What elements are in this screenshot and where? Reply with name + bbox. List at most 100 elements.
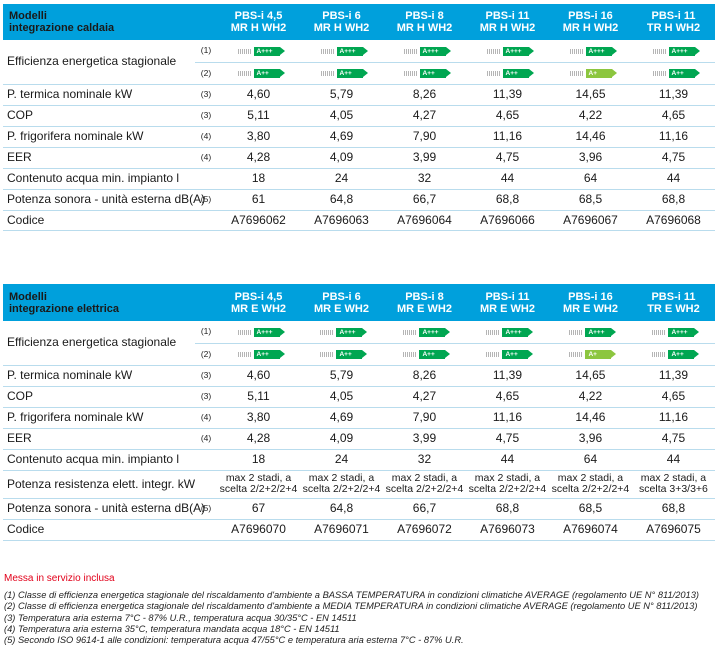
row-label: EER <box>3 428 195 450</box>
value-line-2: scelta 2/2+2/2+4 <box>551 483 630 495</box>
value-cell: 4,75 <box>632 147 715 169</box>
energy-scale-bars-icon <box>403 48 418 54</box>
energy-scale-bars-icon <box>486 351 501 357</box>
model-name-line-1: PBS-i 6 <box>322 290 361 303</box>
value-cell: 4,27 <box>383 105 466 127</box>
energy-scale-bars-icon <box>569 48 584 54</box>
energy-class-badge: A+++ <box>569 327 617 337</box>
model-header: PBS-i 8 MR E WH2 <box>382 284 466 321</box>
energy-class-cell: A++ <box>465 343 549 366</box>
model-name-line-1: PBS-i 11 <box>651 10 696 22</box>
row-label: Contenuto acqua min. impianto l <box>3 168 195 190</box>
energy-class-arrow-icon: A+++ <box>253 327 285 337</box>
value-line-2: scelta 2/2+2/2+4 <box>385 483 464 495</box>
model-name-line-2: MR E WH2 <box>479 302 535 315</box>
table-row: Potenza sonora - unità esterna dB(A) (5) 6… <box>3 498 715 520</box>
value-cell: A7696072 <box>382 519 466 541</box>
value-cell: 3,99 <box>383 147 466 169</box>
energy-class-cell: A+++ <box>548 321 632 344</box>
energy-class-arrow-icon: A+++ <box>668 46 700 56</box>
energy-class-cell: A++ <box>383 62 466 85</box>
energy-scale-bars-icon <box>486 70 501 76</box>
row-note <box>195 519 218 541</box>
header-label-line-2: integrazione elettrica <box>9 302 120 315</box>
row-label: P. termica nominale kW <box>3 84 195 106</box>
model-name-line-2: MR E WH2 <box>313 302 369 315</box>
efficiency-row: Efficienza energetica stagionale (1) A+++ A… <box>3 40 715 85</box>
energy-class-cell: A+++ <box>300 40 383 63</box>
value-cell: 14,65 <box>548 365 632 387</box>
value-cell: 4,60 <box>217 84 300 106</box>
row-label: EER <box>3 147 195 169</box>
energy-class-badge: A+ <box>569 349 617 359</box>
model-header: PBS-i 16 MR H WH2 <box>549 4 632 40</box>
value-cell: 68,5 <box>548 498 632 520</box>
row-label: Efficienza energetica stagionale <box>3 321 195 366</box>
row-label: P. frigorifera nominale kW <box>3 126 195 148</box>
header-label: Modelli integrazione caldaia <box>3 4 217 40</box>
value-cell: 3,96 <box>548 428 632 450</box>
model-header: PBS-i 11 MR H WH2 <box>466 4 549 40</box>
model-header: PBS-i 16 MR E WH2 <box>548 284 632 321</box>
table-row: P. termica nominale kW (3) 4,60 5,79 8,26 11,… <box>3 84 715 106</box>
value-line-2: scelta 2/2+2/2+4 <box>219 483 298 495</box>
energy-scale-bars-icon <box>652 70 667 76</box>
value-cell: 4,22 <box>548 386 632 408</box>
value-cell: max 2 stadi, a scelta 3+3/3+6 <box>631 470 715 499</box>
model-header: PBS-i 11 TR E WH2 <box>631 284 715 321</box>
value-line-1: max 2 stadi, a <box>391 472 458 484</box>
energy-class-cell: A+++ <box>632 40 715 63</box>
value-line-1: max 2 stadi, a <box>225 472 292 484</box>
energy-class-cell: A++ <box>217 343 300 366</box>
table-row: Codice A7696070 A7696071 A7696072 A7696073 A7… <box>3 519 715 541</box>
value-cell: 64 <box>548 449 632 471</box>
value-cell: 5,79 <box>300 365 383 387</box>
energy-class-cell: A+++ <box>631 321 715 344</box>
model-name-line-2: MR H WH2 <box>562 22 619 34</box>
footnote-4: (4) Temperatura aria esterna 35°C, tempe… <box>4 623 340 634</box>
model-header: PBS-i 11 MR E WH2 <box>465 284 549 321</box>
value-cell: 3,80 <box>217 407 300 429</box>
energy-class-arrow-icon: A+++ <box>419 327 451 337</box>
value-cell: 18 <box>217 168 300 190</box>
value-cell: 68,8 <box>632 189 715 211</box>
energy-class-badge: A+ <box>569 68 617 78</box>
value-cell: 68,5 <box>549 189 632 211</box>
value-line-1: max 2 stadi, a <box>640 472 707 484</box>
energy-class-badge: A+++ <box>486 327 534 337</box>
value-cell: 64,8 <box>300 498 383 520</box>
table-row: EER (4) 4,28 4,09 3,99 4,75 3,96 4,75 <box>3 428 715 450</box>
value-cell: 32 <box>383 168 466 190</box>
energy-class-arrow-icon: A++ <box>336 68 368 78</box>
value-cell: 8,26 <box>383 84 466 106</box>
value-cell: 5,11 <box>217 386 300 408</box>
energy-class-badge: A++ <box>320 68 368 78</box>
model-name-line-2: MR H WH2 <box>230 22 287 34</box>
table-row: COP (3) 5,11 4,05 4,27 4,65 4,22 4,65 <box>3 386 715 408</box>
energy-class-cell: A+++ <box>383 40 466 63</box>
row-note: (4) <box>195 407 218 429</box>
value-cell: 11,39 <box>465 365 549 387</box>
value-cell: 11,16 <box>465 407 549 429</box>
table-row: Potenza resistenza elett. integr. kW max … <box>3 470 715 499</box>
energy-class-cell: A++ <box>631 343 715 366</box>
energy-scale-bars-icon <box>652 351 667 357</box>
energy-class-cell: A+++ <box>549 40 632 63</box>
value-line-1: max 2 stadi, a <box>557 472 624 484</box>
energy-class-badge: A+++ <box>403 46 451 56</box>
energy-class-badge: A+++ <box>652 327 700 337</box>
value-cell: A7696064 <box>383 210 466 231</box>
model-name-line-1: PBS-i 4,5 <box>234 10 283 22</box>
energy-scale-bars-icon <box>403 329 418 335</box>
value-line-2: scelta 3+3/3+6 <box>639 483 708 495</box>
energy-class-arrow-icon: A+ <box>585 349 617 359</box>
model-name-line-2: TR H WH2 <box>646 22 701 34</box>
value-cell: A7696073 <box>465 519 549 541</box>
row-note: (5) <box>195 189 217 211</box>
table-row: P. frigorifera nominale kW (4) 3,80 4,69 7,9… <box>3 126 715 148</box>
energy-class-arrow-icon: A++ <box>253 349 285 359</box>
value-cell: 4,27 <box>382 386 466 408</box>
value-cell: 3,96 <box>549 147 632 169</box>
value-cell: 4,75 <box>465 428 549 450</box>
value-cell: 4,22 <box>549 105 632 127</box>
